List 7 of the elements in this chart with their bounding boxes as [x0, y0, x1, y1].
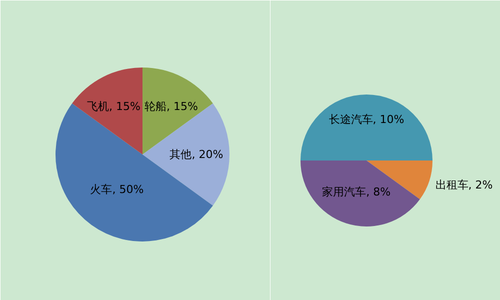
slice-label: 长途汽车, 10% [328, 113, 404, 126]
slice-label: 轮船, 15% [144, 100, 198, 113]
slice-label: 火车, 50% [90, 183, 144, 196]
slice-label: 其他, 20% [170, 148, 224, 161]
slice-label: 家用汽车, 8% [322, 185, 391, 198]
slice-label: 出租车, 2% [435, 178, 493, 192]
slice-label: 飞机, 15% [87, 100, 141, 113]
